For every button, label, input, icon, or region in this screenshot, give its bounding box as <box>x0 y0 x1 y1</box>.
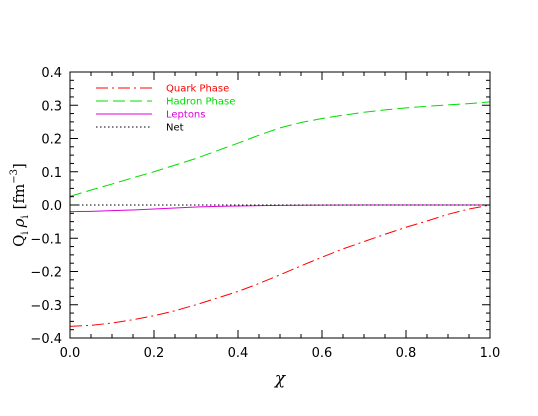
y-tick-label: 0.2 <box>41 133 62 148</box>
x-tick-label: 0.8 <box>396 346 417 361</box>
y-tick-label: −0.3 <box>30 299 62 314</box>
y-tick-label: 0.1 <box>41 166 62 181</box>
y-tick-label: 0.4 <box>41 66 62 81</box>
y-tick-label: 0.3 <box>41 99 62 114</box>
y-label-unit-open: [fm <box>10 184 28 210</box>
y-tick-label: 0.0 <box>41 199 62 214</box>
x-axis-label: χ <box>274 369 287 389</box>
legend: Quark Phase Hadron Phase Leptons Net <box>96 84 235 134</box>
series-line-quark-phase <box>69 204 491 327</box>
y-label-rho-sub: i <box>20 215 31 218</box>
ticks-layer: 0.0 0.2 0.4 0.6 0.8 1.0 −0.4 −0.3 −0.2 −0.1 0.0 0.1… <box>30 66 500 361</box>
y-label-q: Q <box>10 235 28 247</box>
series-line-leptons <box>69 204 490 213</box>
y-label-unit-exp: −3 <box>9 169 20 184</box>
series-layer <box>69 101 491 327</box>
y-axis-label: Qiρi [fm−3] <box>9 163 31 247</box>
x-tick-label: 0.0 <box>60 346 81 361</box>
x-tick-label: 0.2 <box>144 346 165 361</box>
x-tick-label: 0.4 <box>228 346 249 361</box>
series-line-hadron-phase <box>69 101 491 197</box>
legend-label-quark-phase: Quark Phase <box>166 84 229 95</box>
x-tick-label: 0.6 <box>312 346 333 361</box>
y-label-q-sub: i <box>20 231 31 234</box>
legend-label-leptons: Leptons <box>166 110 205 121</box>
legend-label-net: Net <box>166 123 184 134</box>
x-tick-label: 1.0 <box>480 346 501 361</box>
y-tick-label: −0.2 <box>30 266 62 281</box>
y-label-unit-close: ] <box>10 163 28 169</box>
legend-label-hadron-phase: Hadron Phase <box>166 97 235 108</box>
y-label-rho: ρ <box>10 218 28 228</box>
y-tick-label: −0.1 <box>30 232 62 247</box>
y-tick-label: −0.4 <box>30 332 62 347</box>
